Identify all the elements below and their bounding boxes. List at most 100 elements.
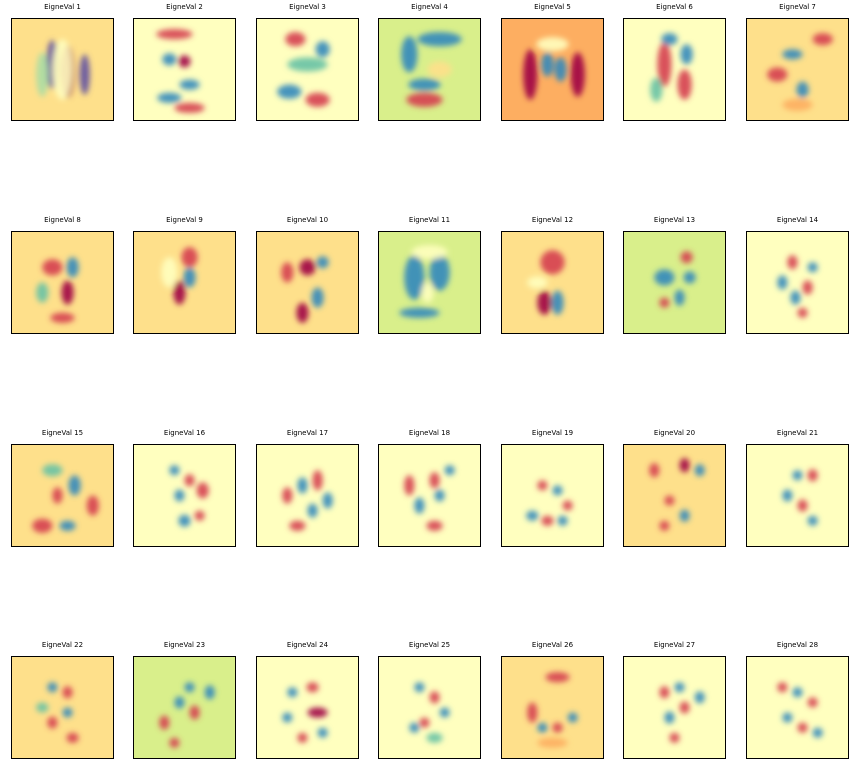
heatmap-blob (174, 489, 185, 502)
heatmap-blob (537, 290, 552, 315)
heatmap-blob (277, 84, 302, 99)
panel-title: EigneVal 3 (289, 3, 326, 11)
heatmap-blob (802, 280, 813, 295)
panel-title: EigneVal 6 (656, 3, 693, 11)
heatmap-pattern (277, 32, 330, 107)
heatmap-blob (287, 687, 298, 698)
heatmap-image (623, 231, 726, 334)
heatmap-svg (134, 19, 235, 120)
heatmap-blob (42, 259, 63, 276)
heatmap-pattern (281, 256, 329, 323)
heatmap-blob (183, 267, 196, 288)
heatmap-pattern (767, 33, 833, 111)
heatmap-svg (624, 232, 725, 333)
heatmap-blob (659, 297, 670, 308)
heatmap-svg (134, 232, 235, 333)
heatmap-blob (797, 499, 808, 512)
heatmap-blob (541, 515, 554, 526)
panel-title: EigneVal 27 (653, 641, 696, 649)
heatmap-blob (316, 256, 329, 269)
heatmap-background (257, 445, 358, 546)
heatmap-svg (624, 657, 725, 758)
heatmap-blob (287, 57, 328, 72)
heatmap-blob (526, 510, 539, 521)
heatmap-blob (52, 39, 73, 100)
heatmap-background (624, 445, 725, 546)
panel-title: EigneVal 13 (653, 216, 696, 224)
heatmap-blob (790, 290, 801, 305)
heatmap-blob (419, 717, 430, 728)
heatmap-svg (12, 19, 113, 120)
heatmap-image (746, 231, 849, 334)
heatmap-blob (677, 69, 692, 100)
heatmap-image (11, 656, 114, 759)
panel-title: EigneVal 16 (163, 429, 206, 437)
heatmap-blob (807, 262, 818, 273)
heatmap-svg (747, 232, 848, 333)
heatmap-blob (562, 500, 573, 511)
heatmap-image (746, 656, 849, 759)
heatmap-blob (777, 275, 788, 290)
heatmap-blob (409, 722, 420, 733)
heatmap-pattern (159, 682, 215, 748)
heatmap-blob (36, 702, 49, 713)
heatmap-blob (285, 32, 306, 47)
heatmap-blob (654, 269, 675, 286)
heatmap-pattern (401, 32, 462, 107)
heatmap-blob (664, 711, 675, 724)
heatmap-blob (66, 732, 79, 743)
heatmap-pattern (404, 465, 455, 531)
heatmap-blob (421, 282, 434, 303)
heatmap-blob (659, 520, 670, 531)
heatmap-blob (777, 682, 788, 693)
heatmap-blob (181, 247, 198, 268)
heatmap-pattern (282, 682, 328, 743)
heatmap-background (747, 232, 848, 333)
heatmap-background (747, 657, 848, 758)
panel-title: EigneVal 11 (408, 216, 451, 224)
heatmap-blob (417, 32, 462, 47)
heatmap-blob (679, 458, 690, 473)
heatmap-blob (792, 687, 803, 698)
heatmap-image (256, 231, 359, 334)
panel-title: EigneVal 9 (166, 216, 203, 224)
heatmap-svg (747, 445, 848, 546)
heatmap-blob (570, 52, 585, 97)
heatmap-blob (679, 701, 690, 714)
heatmap-blob (649, 463, 660, 478)
heatmap-image (623, 444, 726, 547)
heatmap-blob (797, 722, 808, 733)
heatmap-background (379, 657, 480, 758)
heatmap-background (502, 232, 603, 333)
heatmap-blob (281, 262, 294, 283)
heatmap-blob (680, 251, 693, 264)
heatmap-blob (161, 257, 178, 288)
heatmap-blob (169, 465, 180, 476)
heatmap-blob (406, 92, 443, 107)
heatmap-background (12, 657, 113, 758)
heatmap-blob (551, 290, 564, 315)
heatmap-svg (12, 232, 113, 333)
heatmap-pattern (527, 250, 565, 315)
heatmap-blob (79, 54, 90, 95)
heatmap-blob (289, 520, 306, 531)
heatmap-blob (157, 92, 182, 103)
heatmap-blob (545, 672, 570, 683)
panel-title: EigneVal 14 (776, 216, 819, 224)
heatmap-blob (66, 257, 79, 278)
heatmap-blob (68, 475, 81, 496)
heatmap-pattern (36, 257, 79, 323)
heatmap-svg (624, 445, 725, 546)
heatmap-blob (439, 707, 450, 718)
heatmap-blob (184, 682, 195, 693)
heatmap-pattern (523, 37, 585, 100)
heatmap-blob (184, 474, 195, 487)
heatmap-blob (782, 49, 803, 60)
panel-title: EigneVal 20 (653, 429, 696, 437)
heatmap-pattern (659, 682, 705, 743)
heatmap-pattern (650, 33, 693, 102)
heatmap-blob (52, 487, 63, 504)
heatmap-svg (502, 232, 603, 333)
heatmap-pattern (161, 247, 198, 305)
heatmap-image (133, 444, 236, 547)
